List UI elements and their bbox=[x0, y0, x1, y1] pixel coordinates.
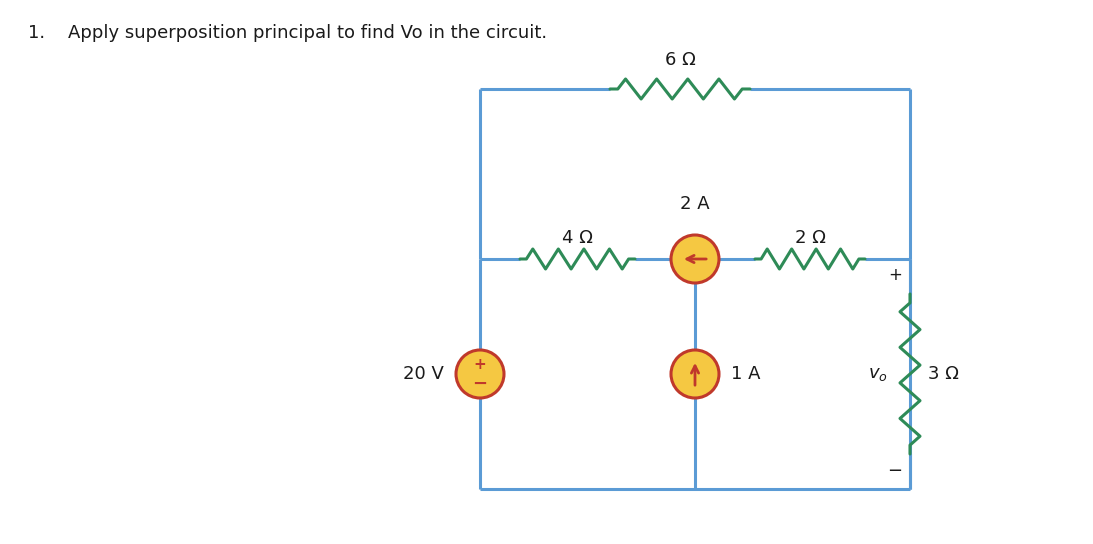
Text: −: − bbox=[472, 375, 487, 393]
Circle shape bbox=[671, 235, 719, 283]
Text: 2 Ω: 2 Ω bbox=[795, 229, 825, 247]
Text: −: − bbox=[888, 462, 903, 480]
Circle shape bbox=[671, 350, 719, 398]
Text: Apply superposition principal to find Vo in the circuit.: Apply superposition principal to find Vo… bbox=[68, 24, 548, 42]
Circle shape bbox=[456, 350, 504, 398]
Text: +: + bbox=[473, 357, 486, 373]
Text: $v_o$: $v_o$ bbox=[868, 365, 888, 383]
Text: 2 A: 2 A bbox=[680, 195, 709, 213]
Text: 20 V: 20 V bbox=[403, 365, 444, 383]
Text: 6 Ω: 6 Ω bbox=[665, 51, 695, 69]
Text: +: + bbox=[889, 266, 902, 284]
Text: 1 A: 1 A bbox=[731, 365, 761, 383]
Text: 4 Ω: 4 Ω bbox=[562, 229, 592, 247]
Text: 3 Ω: 3 Ω bbox=[928, 365, 959, 383]
Text: 1.: 1. bbox=[28, 24, 45, 42]
